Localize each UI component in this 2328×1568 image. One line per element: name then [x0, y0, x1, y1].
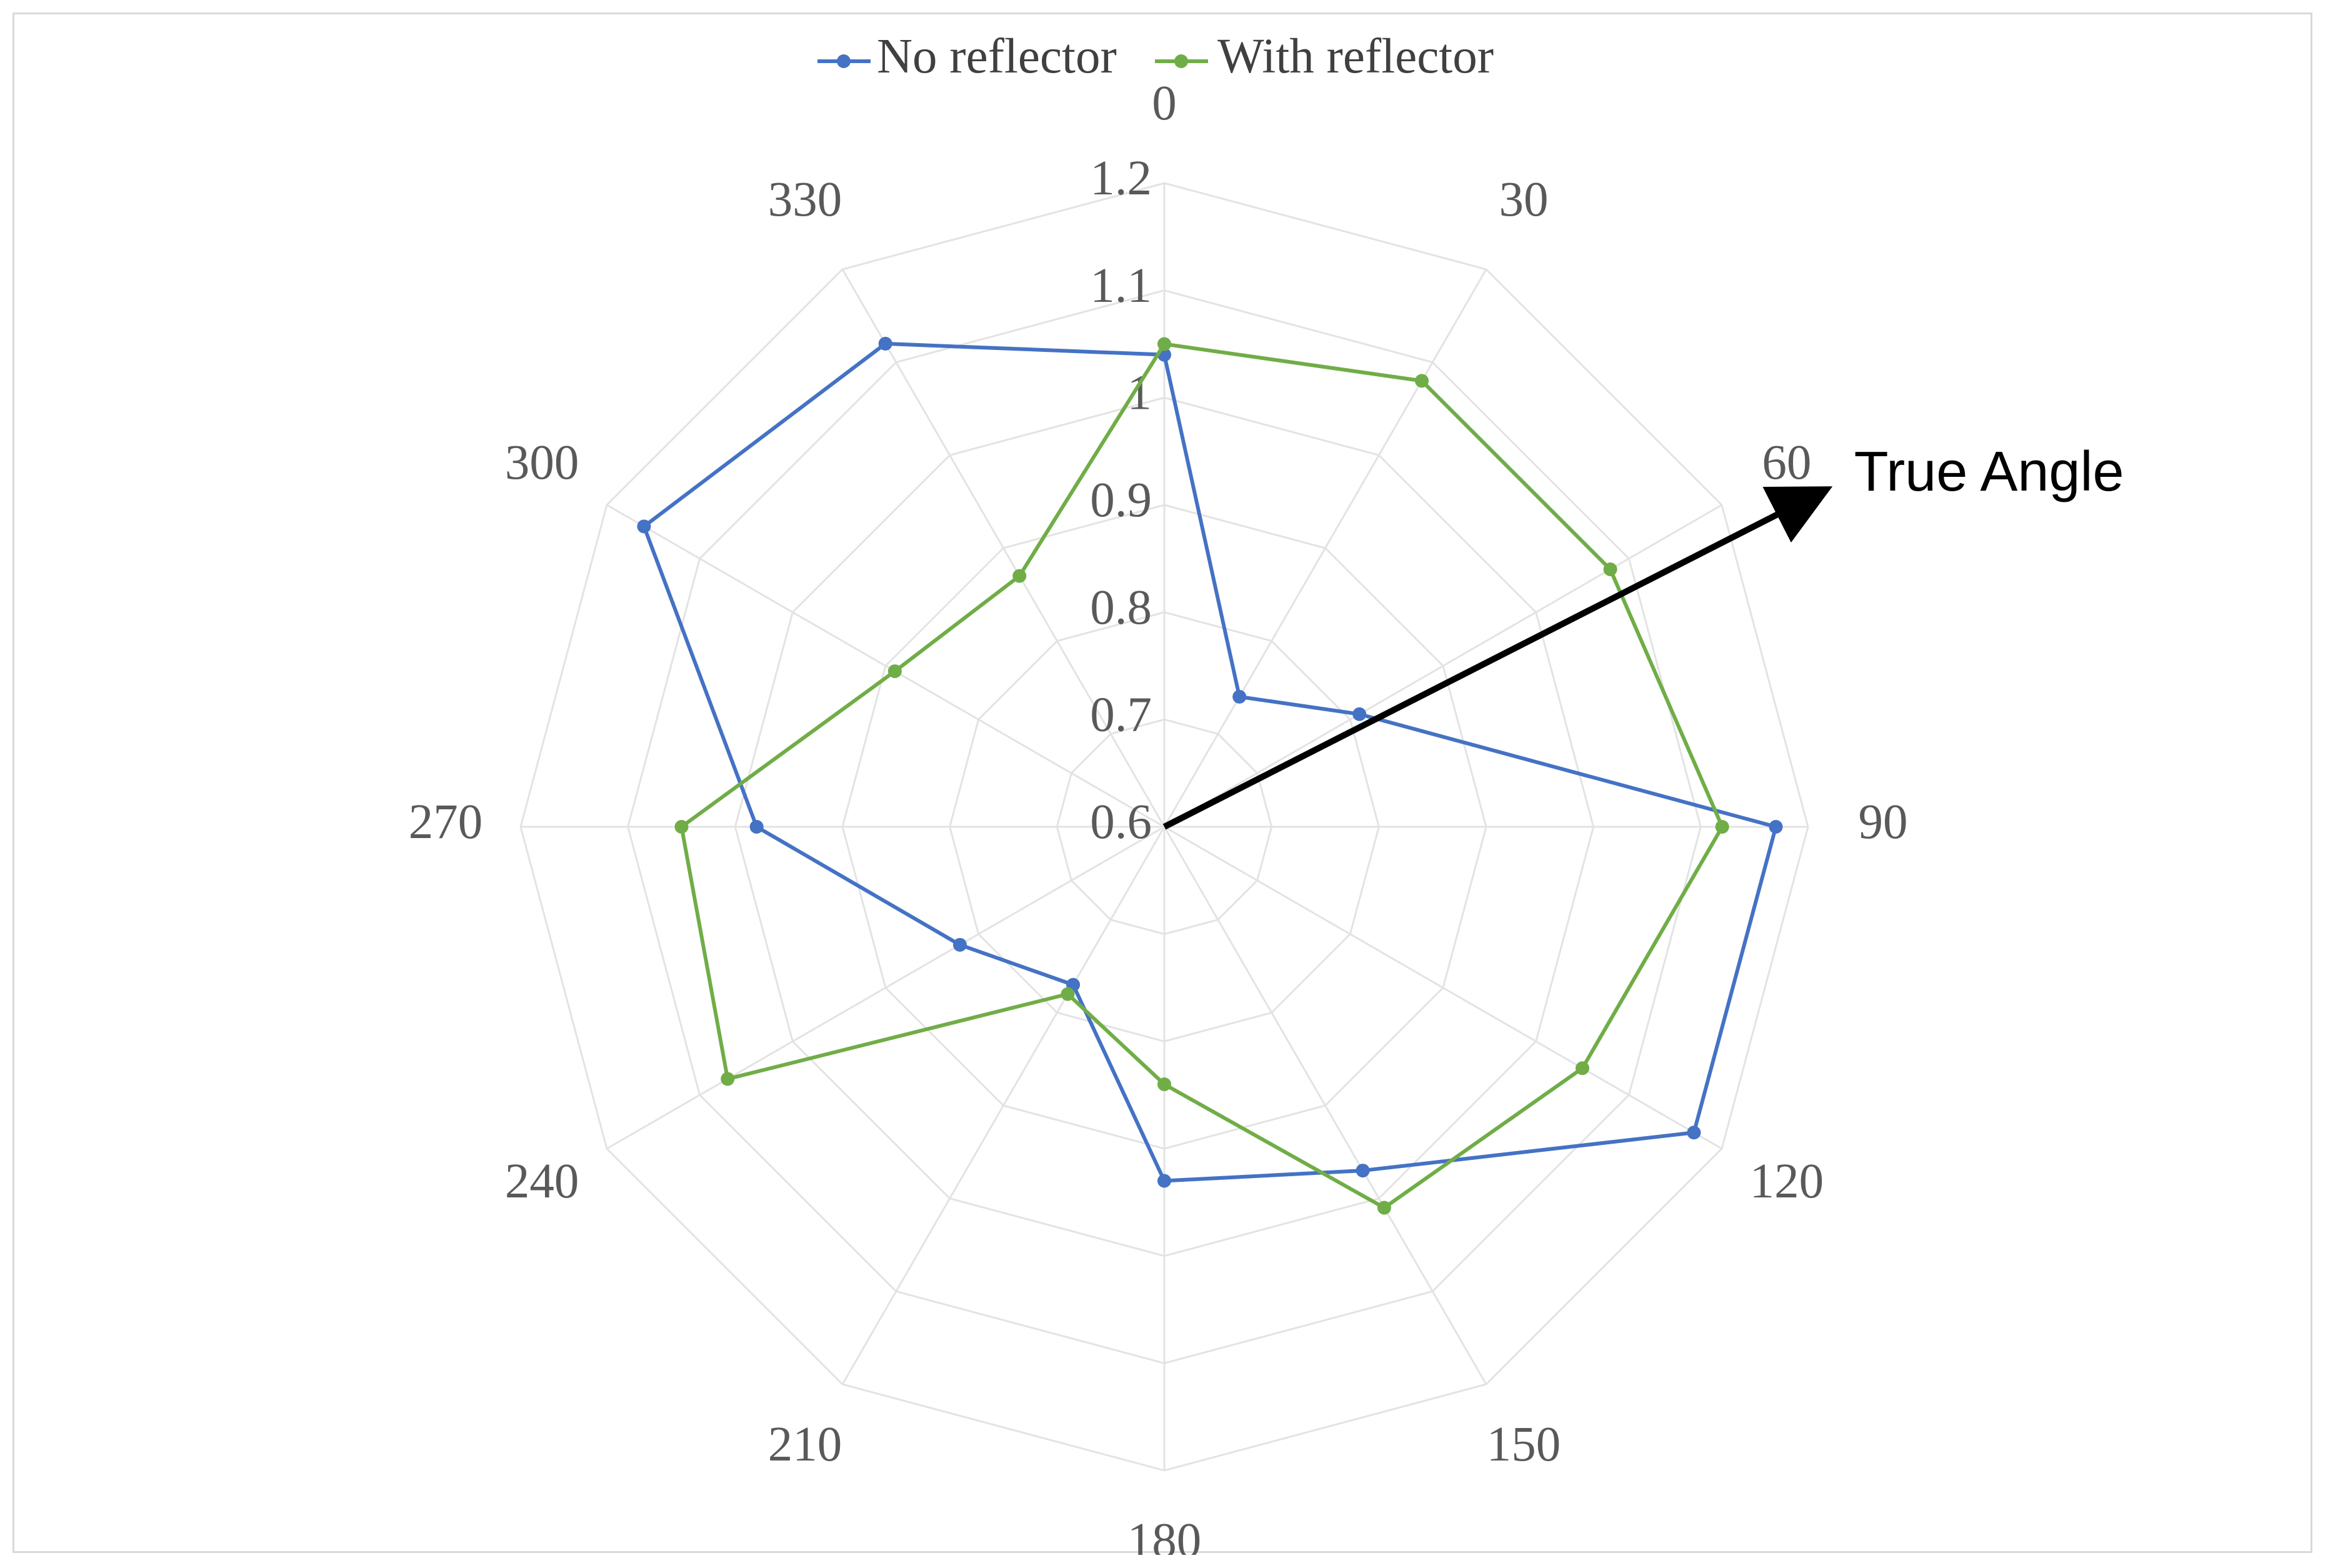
legend-label-1: No reflector — [877, 29, 1117, 84]
series-1-point-90 — [1769, 820, 1783, 834]
radial-tick-label: 0.6 — [1090, 795, 1152, 849]
grid-spoke-5 — [1163, 826, 1487, 1385]
chart-frame: 0 30 60 90 120 150 180 210 240 270 300 330 0.6 0.7 0.… — [12, 12, 2312, 1555]
series-2-point-90 — [1715, 820, 1729, 834]
angle-label-240: 240 — [505, 1154, 579, 1209]
angle-label-270: 270 — [409, 795, 483, 849]
radial-tick-label: 1 — [1127, 366, 1152, 420]
series-2-point-240 — [721, 1072, 735, 1086]
series-1-point-30 — [1232, 689, 1247, 704]
radial-tick-label: 0.8 — [1090, 581, 1152, 635]
series-2-point-330 — [1012, 569, 1027, 583]
angle-label-30: 30 — [1499, 172, 1549, 227]
angle-label-90: 90 — [1859, 795, 1908, 849]
series-1-point-240 — [952, 937, 967, 952]
series-1-point-270 — [749, 820, 764, 834]
series-layer — [637, 336, 1783, 1215]
series-1-point-300 — [637, 519, 651, 534]
radar-grid — [519, 182, 1809, 1472]
angle-label-0: 0 — [1152, 76, 1177, 131]
grid-spoke-7 — [841, 826, 1166, 1385]
series-2-point-270 — [674, 820, 689, 834]
grid-spoke-10 — [606, 504, 1165, 828]
angle-label-330: 330 — [768, 172, 842, 227]
series-2-point-150 — [1377, 1201, 1391, 1215]
series-2-point-180 — [1157, 1077, 1171, 1091]
angle-labels: 0 30 60 90 120 150 180 210 240 270 300 330 — [409, 76, 1908, 1555]
series-2-point-300 — [887, 664, 902, 679]
grid-spoke-11 — [841, 269, 1166, 827]
legend-label-2: With reflector — [1217, 29, 1494, 84]
true-angle-label: True Angle — [1854, 441, 2124, 503]
legend-marker-2 — [1174, 54, 1188, 68]
radial-tick-labels: 0.6 0.7 0.8 0.9 1 1.1 1.2 — [1090, 151, 1152, 849]
annotation: True Angle — [1162, 441, 2124, 830]
radial-tick-label: 1.1 — [1090, 259, 1152, 313]
grid-spoke-2 — [1164, 504, 1722, 828]
grid-spoke-8 — [606, 826, 1165, 1150]
series-line-2 — [679, 342, 1724, 1210]
angle-label-180: 180 — [1127, 1514, 1202, 1555]
angle-label-150: 150 — [1487, 1417, 1561, 1472]
series-2-point-0 — [1157, 337, 1171, 351]
grid-spoke-4 — [1164, 826, 1722, 1150]
true-angle-arrow — [1162, 486, 1833, 830]
angle-label-120: 120 — [1750, 1154, 1824, 1209]
series-1-point-330 — [878, 336, 892, 351]
series-2-point-210 — [1061, 987, 1075, 1001]
series-1-point-120 — [1687, 1126, 1701, 1140]
series-2-point-60 — [1603, 562, 1617, 576]
radial-tick-label: 0.7 — [1090, 687, 1152, 742]
series-2-point-30 — [1415, 374, 1429, 388]
series-1-point-60 — [1352, 707, 1367, 721]
angle-label-210: 210 — [768, 1417, 842, 1472]
legend-marker-1 — [837, 54, 851, 68]
grid-spoke-1 — [1163, 269, 1487, 827]
radial-tick-label: 1.2 — [1090, 151, 1152, 206]
angle-label-60: 60 — [1762, 436, 1811, 490]
angle-label-300: 300 — [505, 436, 579, 490]
series-1-point-180 — [1157, 1174, 1171, 1188]
series-line-1 — [642, 341, 1778, 1183]
legend: No reflector With reflector — [817, 29, 1494, 84]
series-1-point-150 — [1356, 1164, 1370, 1178]
radial-tick-label: 0.9 — [1090, 473, 1152, 527]
series-2-point-120 — [1576, 1061, 1590, 1076]
